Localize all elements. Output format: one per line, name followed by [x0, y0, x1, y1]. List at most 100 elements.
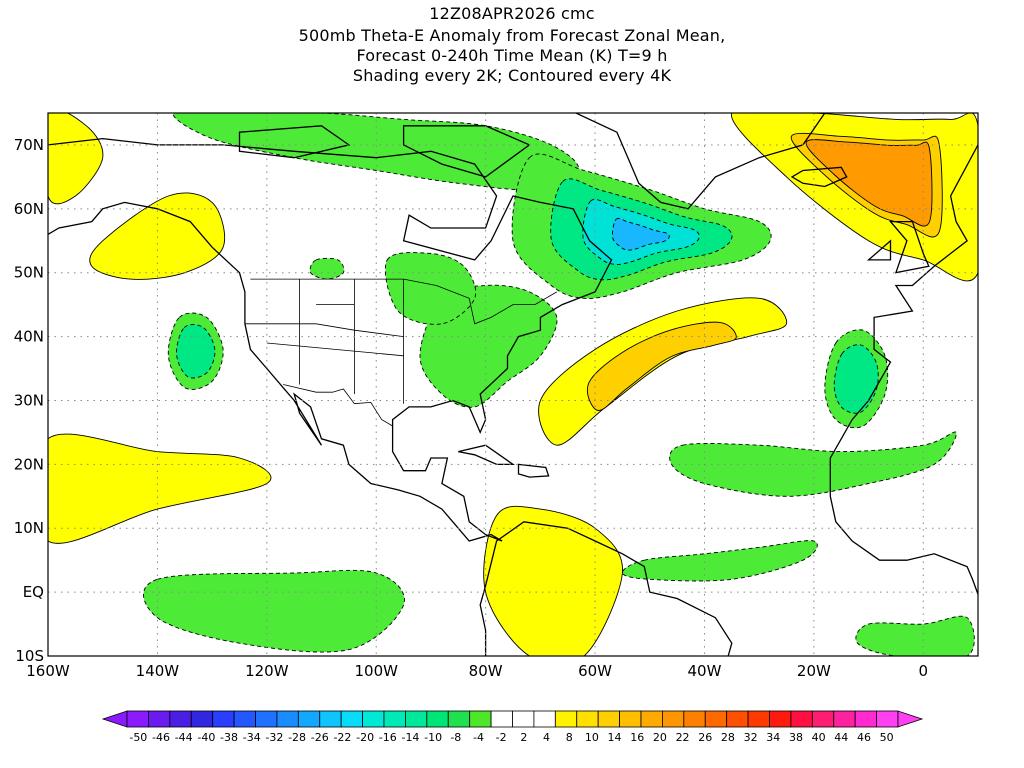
lat-tick-label: 20N	[14, 455, 44, 473]
colorbar-swatch	[833, 710, 856, 728]
anomaly-shading	[48, 113, 978, 656]
anomaly-region	[731, 113, 978, 282]
lat-tick-label: 60N	[14, 200, 44, 218]
lat-tick-label: 30N	[14, 391, 44, 409]
anomaly-contour	[48, 113, 104, 205]
lon-tick-label: 120W	[245, 662, 289, 680]
colorbar-swatch	[276, 710, 299, 728]
colorbar-label: 4	[543, 731, 550, 744]
coastline	[866, 239, 892, 261]
political-border	[244, 323, 404, 337]
colorbar-swatch	[726, 710, 749, 728]
coastline	[517, 463, 550, 478]
colorbar-swatch	[854, 710, 877, 728]
colorbar-swatch	[319, 710, 342, 728]
anomaly-contour	[621, 540, 818, 582]
political-border	[250, 278, 558, 325]
anomaly-contour	[833, 344, 879, 414]
coastlines	[48, 113, 978, 656]
colorbar-swatch	[576, 710, 599, 728]
title-line-3: Forecast 0-240h Time Mean (K) T=9 h	[356, 46, 668, 65]
colorbar-label: 34	[766, 731, 780, 744]
lat-tick-label: 10N	[14, 519, 44, 537]
title-line-1: 12Z08APR2026 cmc	[429, 4, 595, 23]
anomaly-contour	[669, 431, 957, 497]
coastline	[458, 444, 516, 466]
colorbar-label: -40	[197, 731, 215, 744]
colorbar-swatch	[383, 710, 406, 728]
colorbar-arrow-left	[101, 710, 128, 728]
colorbar-swatch	[512, 710, 535, 728]
colorbar-swatch	[340, 710, 363, 728]
anomaly-region	[309, 257, 345, 280]
coastline	[238, 125, 351, 159]
colorbar-swatch	[405, 710, 428, 728]
colorbar-label: -38	[220, 731, 238, 744]
anomaly-region	[511, 153, 772, 299]
colorbar-swatch	[126, 710, 149, 728]
lat-tick-label: 40N	[14, 328, 44, 346]
colorbar-label: -32	[265, 731, 283, 744]
anomaly-region	[167, 312, 224, 390]
anomaly-contour	[384, 252, 477, 325]
colorbar-label: 50	[880, 731, 894, 744]
coastline	[48, 137, 613, 542]
lat-tick-label: 10S	[15, 647, 44, 665]
colorbar-swatch	[683, 710, 706, 728]
title-line-4: Shading every 2K; Contoured every 4K	[352, 66, 672, 85]
lon-tick-label: 60W	[578, 662, 612, 680]
colorbar-swatch	[811, 710, 835, 728]
coastline	[889, 220, 930, 274]
colorbar-label: 14	[608, 731, 622, 744]
anomaly-region	[143, 569, 405, 653]
colorbar-swatch	[255, 710, 278, 728]
political-border	[283, 384, 393, 427]
colorbar-label: 44	[834, 731, 848, 744]
colorbar	[101, 710, 924, 728]
colorbar-swatch	[148, 710, 171, 728]
anomaly-region	[855, 615, 975, 656]
anomaly-region	[89, 192, 226, 280]
colorbar-label: -22	[333, 731, 351, 744]
anomaly-region	[48, 113, 104, 205]
colorbar-swatch	[876, 710, 899, 728]
colorbar-label: -16	[379, 731, 397, 744]
lon-tick-label: 100W	[355, 662, 399, 680]
anomaly-region	[669, 431, 957, 497]
lat-tick-label: EQ	[23, 583, 44, 601]
anomaly-contour	[587, 321, 737, 411]
colorbar-swatch	[533, 710, 556, 728]
colorbar-swatch	[233, 710, 256, 728]
colorbar-label: 16	[630, 731, 644, 744]
colorbar-swatch	[554, 710, 578, 728]
anomaly-contour	[143, 569, 405, 653]
colorbar-label: 2	[520, 731, 527, 744]
colorbar-label: -46	[152, 731, 170, 744]
lat-tick-label: 50N	[14, 264, 44, 282]
coastline	[790, 166, 848, 188]
coastline	[479, 521, 733, 656]
lon-tick-label: 20W	[797, 662, 831, 680]
anomaly-contour	[176, 324, 216, 379]
latitude-labels: 70N 60N 50N 40N 30N 20N 10N EQ 10S	[14, 136, 44, 665]
colorbar-swatch	[490, 710, 513, 728]
colorbar-swatch	[362, 710, 385, 728]
lon-tick-label: 160W	[26, 662, 70, 680]
anomaly-contour	[309, 257, 345, 280]
colorbar-swatch	[297, 710, 321, 728]
anomaly-region	[483, 505, 623, 656]
colorbar-label: 40	[812, 731, 826, 744]
lat-lon-grid	[48, 113, 978, 656]
colorbar-swatch	[619, 710, 642, 728]
colorbar-swatch	[426, 710, 449, 728]
title-line-2: 500mb Theta-E Anomaly from Forecast Zona…	[298, 26, 726, 45]
colorbar-label: 20	[653, 731, 667, 744]
colorbar-label: 22	[676, 731, 690, 744]
anomaly-region	[384, 252, 477, 325]
colorbar-swatch	[447, 710, 471, 728]
colorbar-swatch	[704, 710, 728, 728]
colorbar-swatch	[169, 710, 192, 728]
colorbar-swatch	[662, 710, 685, 728]
political-border	[266, 342, 404, 357]
